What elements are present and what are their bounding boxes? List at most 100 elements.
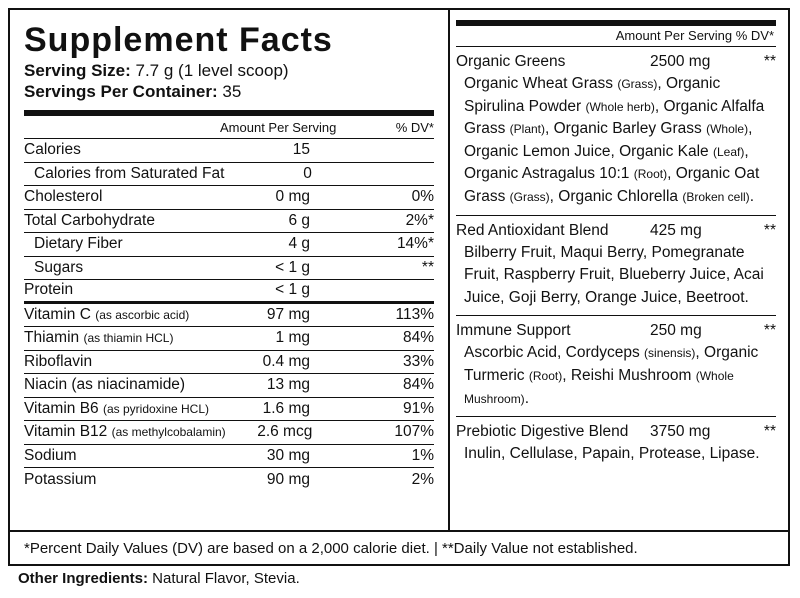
nutrient-name: Potassium <box>24 471 220 489</box>
nutrient-name: Thiamin (as thiamin HCL) <box>24 329 220 347</box>
nutrient-name: Riboflavin <box>24 353 220 371</box>
servings-label: Servings Per Container: <box>24 82 218 101</box>
nutrient-dv: 84% <box>402 376 434 394</box>
nutrient-name: Niacin (as niacinamide) <box>24 376 220 394</box>
nutrient-amount: 30 mg <box>266 446 310 464</box>
footnote: *Percent Daily Values (DV) are based on … <box>24 540 638 557</box>
nutrient-dv: 107% <box>394 423 434 441</box>
serving-size-label: Serving Size: <box>24 61 131 80</box>
nutrient-amount: 2.6 mcg <box>257 423 313 441</box>
nutrient-amount: 15 <box>292 141 310 159</box>
nutrient-source-note: (as ascorbic acid) <box>95 307 190 322</box>
footer-divider <box>10 530 788 532</box>
nutrient-name: Dietary Fiber <box>24 235 220 253</box>
nutrient-amount: 0.4 mg <box>262 352 310 370</box>
column-divider <box>448 10 450 530</box>
other-ingredients-value: Natural Flavor, Stevia. <box>148 570 300 587</box>
nutrient-name: Vitamin C (as ascorbic acid) <box>24 306 220 324</box>
servings-value: 35 <box>222 82 242 101</box>
nutrient-name-text: Dietary Fiber <box>34 235 123 253</box>
blend-ingredients: Bilberry Fruit, Maqui Berry, Pomegranate… <box>464 243 764 306</box>
nutrient-dv: 1% <box>411 446 434 464</box>
blend-header: Immune Support 250 mg ** <box>456 320 776 342</box>
blend-name: Red Antioxidant Blend <box>456 221 609 239</box>
nutrient-row: Vitamin B12 (as methylcobalamin) 2.6 mcg 1… <box>24 421 434 445</box>
servings-per-container: Servings Per Container: 35 <box>24 81 434 102</box>
blend-section: Red Antioxidant Blend 425 mg ** Bilberry Fr… <box>456 216 776 317</box>
nutrient-name-text: Sodium <box>24 446 77 464</box>
thick-rule <box>456 20 776 26</box>
nutrient-dv: 2%* <box>405 211 434 229</box>
blend-header: Red Antioxidant Blend 425 mg ** <box>456 220 776 242</box>
nutrient-row: Dietary Fiber 4 g 14%* <box>24 233 434 257</box>
nutrient-row: Potassium 90 mg 2% <box>24 468 434 492</box>
nutrient-row: Calories from Saturated Fat 0 <box>24 163 434 186</box>
nutrient-amount: 97 mg <box>266 305 310 323</box>
dv-header: % DV* <box>395 119 434 135</box>
blend-dv: ** <box>763 53 776 70</box>
thick-rule <box>24 110 434 116</box>
nutrient-source-note: (as thiamin HCL) <box>83 331 174 346</box>
nutrient-table-header: Amount Per Serving % DV* <box>24 116 434 139</box>
blend-amount: 3750 mg <box>650 423 711 441</box>
nutrient-row: Calories 15 <box>24 139 434 163</box>
nutrient-name: Sugars <box>24 259 220 277</box>
nutrient-row: Thiamin (as thiamin HCL) 1 mg 84% <box>24 327 434 351</box>
nutrient-amount: 0 <box>303 164 312 182</box>
nutrient-name: Total Carbohydrate <box>24 212 220 230</box>
nutrient-name-text: Thiamin <box>24 329 80 347</box>
nutrient-amount: 0 mg <box>275 188 310 206</box>
panel-title: Supplement Facts <box>24 21 333 59</box>
nutrient-row: Sodium 30 mg 1% <box>24 445 434 468</box>
nutrient-name-text: Calories from Saturated Fat <box>34 164 225 182</box>
nutrient-name-text: Sugars <box>34 258 84 276</box>
nutrient-name: Vitamin B12 (as methylcobalamin) <box>24 423 226 441</box>
nutrient-row: Protein < 1 g <box>24 280 434 304</box>
nutrient-amount: 90 mg <box>266 470 310 488</box>
blend-section: Organic Greens 2500 mg ** Organic Wheat Gra… <box>456 47 776 216</box>
nutrient-amount: 1 mg <box>275 329 310 347</box>
blend-header: Prebiotic Digestive Blend 3750 mg ** <box>456 421 776 443</box>
nutrient-name-text: Cholesterol <box>24 188 103 206</box>
nutrient-name-text: Protein <box>24 281 74 299</box>
serving-size: Serving Size: 7.7 g (1 level scoop) <box>24 60 434 81</box>
nutrient-dv: 2% <box>411 470 434 488</box>
blend-header: Organic Greens 2500 mg ** <box>456 51 776 73</box>
nutrient-name: Calories <box>24 141 220 159</box>
nutrient-row: Niacin (as niacinamide) 13 mg 84% <box>24 374 434 398</box>
nutrient-row: Sugars < 1 g ** <box>24 257 434 280</box>
blend-amount: 250 mg <box>650 322 702 340</box>
blend-table-header: Amount Per Serving % DV* <box>456 26 776 47</box>
nutrient-amount: 1.6 mg <box>262 399 310 417</box>
nutrient-amount: 4 g <box>288 235 310 253</box>
nutrient-source-note: (as methylcobalamin) <box>111 425 226 440</box>
other-ingredients: Other Ingredients: Natural Flavor, Stevi… <box>18 570 300 587</box>
nutrient-amount: 6 g <box>288 211 310 229</box>
nutrient-name: Vitamin B6 (as pyridoxine HCL) <box>24 400 220 418</box>
nutrient-row: Vitamin C (as ascorbic acid) 97 mg 113% <box>24 304 435 327</box>
blend-ingredients: Inulin, Cellulase, Papain, Protease, Lip… <box>464 445 760 463</box>
nutrient-source-note: (as pyridoxine HCL) <box>102 401 210 416</box>
nutrient-amount: 13 mg <box>266 376 310 394</box>
nutrient-dv: 113% <box>395 305 435 323</box>
nutrient-row: Riboflavin 0.4 mg 33% <box>24 351 434 374</box>
nutrient-dv: 14%* <box>396 235 434 253</box>
nutrients-column: Supplement Facts Serving Size: 7.7 g (1 … <box>24 20 434 492</box>
nutrient-name-text: Vitamin B12 <box>24 423 108 441</box>
nutrient-name-text: Potassium <box>24 470 97 488</box>
supplement-facts-panel: Supplement Facts Serving Size: 7.7 g (1 … <box>8 8 790 566</box>
nutrient-name-text: Vitamin C <box>24 305 91 323</box>
nutrient-dv: 0% <box>411 188 434 206</box>
nutrient-name-text: Vitamin B6 <box>24 399 99 417</box>
blend-ingredients: Organic Wheat Grass (Grass), Organic Spi… <box>464 75 765 205</box>
blend-section: Immune Support 250 mg ** Ascorbic Acid, Cor… <box>456 316 776 418</box>
nutrient-dv: ** <box>421 258 434 276</box>
blend-name: Prebiotic Digestive Blend <box>456 423 629 441</box>
blends-column: Amount Per Serving % DV* Organic Greens 2… <box>456 20 776 472</box>
nutrient-dv: 84% <box>402 329 434 347</box>
nutrient-name-text: Riboflavin <box>24 352 93 370</box>
blend-name: Organic Greens <box>456 53 566 70</box>
blend-amount: 425 mg <box>650 221 702 239</box>
nutrient-dv: 91% <box>402 399 434 417</box>
nutrient-name: Cholesterol <box>24 188 220 206</box>
